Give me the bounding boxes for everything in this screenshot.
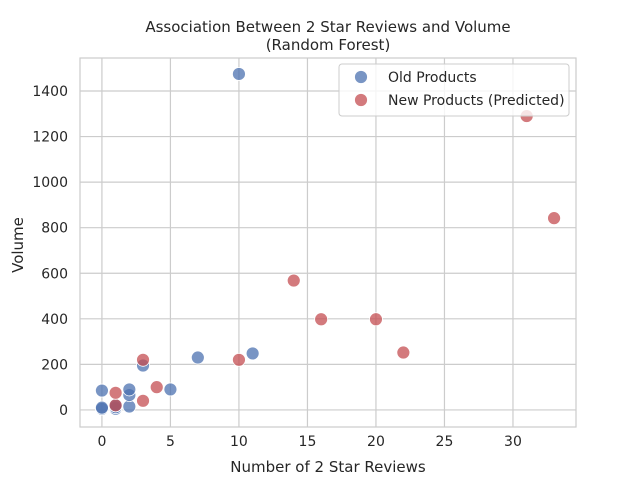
x-tick-label: 15: [299, 434, 317, 450]
legend-marker-new: [354, 93, 368, 107]
data-point-new-product: [108, 385, 123, 400]
data-point-old-product: [190, 350, 205, 365]
data-point-new-product: [286, 273, 301, 288]
legend-marker-old: [354, 70, 368, 84]
data-point-new-product: [396, 345, 411, 360]
data-point-old-product: [163, 382, 178, 397]
data-point-new-product: [136, 352, 150, 367]
x-tick-label: 25: [436, 434, 454, 450]
data-point-new-product: [547, 211, 561, 226]
data-points: [95, 67, 561, 416]
legend-box: [338, 63, 570, 117]
data-point-new-product: [314, 312, 329, 327]
data-point-old-product: [95, 400, 109, 415]
x-tick-label: 0: [97, 434, 106, 450]
plot-area-frame: [79, 57, 577, 428]
x-tick-label: 20: [367, 434, 385, 450]
y-tick-label: 1200: [32, 130, 68, 146]
data-point-new-product: [136, 393, 150, 408]
data-point-old-product: [232, 67, 246, 81]
x-tick-label: 5: [166, 434, 175, 450]
chart-title-line1: Association Between 2 Star Reviews and V…: [145, 18, 510, 36]
y-axis-label: Volume: [9, 217, 27, 273]
data-point-old-product: [122, 382, 137, 397]
y-tick-label: 600: [41, 266, 68, 282]
legend-label-old: Old Products: [388, 70, 477, 86]
data-point-old-product: [95, 383, 109, 398]
tick-labels: 0 5 10 15 20 25 30 0 200 400 600 800 1000 1200 1400: [32, 84, 522, 450]
data-point-new-product: [232, 352, 246, 367]
data-point-old-product: [245, 346, 260, 361]
y-tick-label: 0: [59, 403, 68, 419]
y-tick-label: 200: [41, 357, 68, 373]
y-tick-label: 800: [41, 221, 68, 237]
x-tick-label: 30: [504, 434, 522, 450]
y-tick-label: 1400: [32, 84, 68, 100]
legend-label-new: New Products (Predicted): [388, 93, 565, 109]
legend: Old Products New Products (Predicted): [338, 63, 570, 117]
x-axis-label: Number of 2 Star Reviews: [230, 458, 426, 476]
data-point-new-product: [369, 312, 383, 327]
x-tick-label: 10: [230, 434, 248, 450]
y-tick-label: 1000: [32, 175, 68, 191]
data-point-new-product: [108, 398, 123, 413]
y-tick-label: 400: [41, 312, 68, 328]
chart-title-line2: (Random Forest): [266, 36, 391, 54]
data-point-new-product: [149, 380, 164, 395]
grid: [80, 58, 576, 427]
